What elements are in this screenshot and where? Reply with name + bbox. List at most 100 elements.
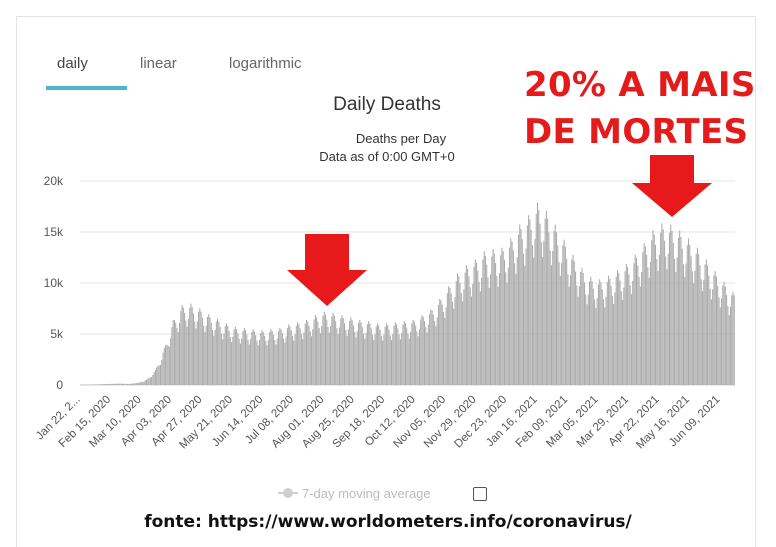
bar (347, 329, 349, 385)
bar (378, 325, 380, 385)
bar (501, 247, 503, 385)
bar (620, 291, 622, 385)
bar (389, 335, 391, 385)
bar (184, 312, 186, 385)
bar (361, 327, 363, 385)
bar (580, 272, 582, 385)
bar (106, 384, 108, 385)
bar (159, 365, 161, 385)
bar (97, 384, 99, 385)
bar (723, 281, 725, 385)
bar (288, 324, 290, 385)
bar (573, 261, 575, 385)
bar (195, 328, 197, 385)
bar (724, 286, 726, 385)
bar (215, 321, 217, 385)
bar (318, 328, 320, 385)
bar (602, 299, 604, 385)
bar (85, 384, 87, 386)
bar (613, 303, 615, 385)
bar (528, 215, 530, 385)
bar (582, 272, 584, 385)
bar (105, 384, 107, 385)
bar (710, 299, 712, 385)
bar (313, 319, 315, 385)
bar (81, 384, 83, 386)
source-footer: fonte: https://www.worldometers.info/cor… (144, 512, 632, 532)
bar (158, 365, 160, 385)
bar (253, 331, 255, 385)
bar (420, 319, 422, 385)
bar (342, 318, 344, 385)
bar (426, 332, 428, 385)
bar (702, 291, 704, 385)
bar (430, 309, 432, 385)
bar (261, 330, 263, 385)
bar (478, 281, 480, 385)
bar (472, 283, 474, 385)
bar (87, 384, 89, 386)
bar (543, 240, 545, 385)
bar (302, 338, 304, 385)
bar (689, 244, 691, 385)
tab-linear[interactable]: linear (140, 55, 177, 72)
bar (107, 383, 109, 385)
bar (359, 319, 361, 385)
bar (567, 274, 569, 385)
bar (445, 307, 447, 385)
moving-average-checkbox[interactable] (473, 487, 487, 501)
bar (510, 238, 512, 385)
bar (212, 329, 214, 385)
bar (638, 277, 640, 385)
bar (431, 310, 433, 385)
bar (360, 322, 362, 385)
annotation-line-1: 20% A MAIS (524, 65, 756, 105)
tab-logarithmic[interactable]: logarithmic (229, 55, 302, 72)
bar (83, 384, 85, 386)
bar (128, 383, 130, 385)
bar (242, 330, 244, 385)
bar (671, 230, 673, 385)
bar (668, 232, 671, 385)
bar (176, 327, 178, 385)
bar (371, 334, 373, 385)
bar (153, 372, 155, 385)
bar (695, 253, 697, 385)
bar (404, 323, 406, 385)
bar (657, 270, 659, 385)
tab-daily[interactable]: daily (57, 55, 88, 72)
bar (721, 298, 723, 385)
bar (686, 245, 688, 385)
bar (437, 304, 439, 385)
bar (100, 384, 102, 385)
bar (101, 384, 103, 385)
bar (330, 325, 332, 385)
bar (729, 306, 731, 385)
bar (647, 267, 649, 385)
bar (148, 377, 150, 385)
bar (368, 321, 370, 385)
bar (619, 280, 621, 385)
bar (454, 296, 456, 385)
bar (533, 257, 535, 385)
bar (198, 311, 200, 385)
bar (707, 265, 709, 385)
bar (237, 333, 239, 385)
bar (536, 202, 538, 385)
active-tab-indicator (46, 86, 127, 90)
bar (146, 379, 148, 385)
bar (674, 258, 676, 385)
bar (653, 234, 655, 385)
bar (388, 329, 390, 385)
bar (435, 326, 437, 385)
bar (547, 218, 549, 385)
bar (639, 286, 641, 385)
bar (690, 256, 692, 385)
legend-7-day-average[interactable]: 7-day moving average (278, 485, 431, 501)
bar (92, 384, 94, 385)
bar (422, 316, 424, 385)
y-tick-label: 0 (56, 378, 63, 392)
bar (558, 262, 560, 385)
bar (722, 285, 724, 385)
